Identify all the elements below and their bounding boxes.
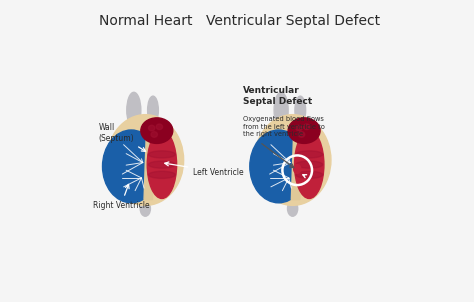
Text: Ventricular
Septal Defect: Ventricular Septal Defect [243, 86, 312, 107]
Ellipse shape [295, 96, 306, 124]
Polygon shape [144, 126, 155, 200]
Ellipse shape [148, 171, 175, 178]
Text: Right Ventricle: Right Ventricle [93, 185, 149, 210]
Text: Normal Heart: Normal Heart [99, 14, 192, 28]
Ellipse shape [296, 125, 302, 131]
Ellipse shape [140, 201, 150, 216]
Ellipse shape [288, 201, 298, 216]
Ellipse shape [141, 118, 173, 143]
Ellipse shape [288, 118, 320, 143]
Text: Ventricular Septal Defect: Ventricular Septal Defect [206, 14, 380, 28]
Ellipse shape [147, 96, 158, 124]
Ellipse shape [148, 151, 175, 158]
Ellipse shape [303, 124, 310, 130]
Polygon shape [292, 126, 302, 200]
Ellipse shape [296, 151, 323, 158]
Ellipse shape [294, 131, 324, 198]
Ellipse shape [250, 130, 307, 203]
Ellipse shape [127, 92, 141, 128]
Ellipse shape [102, 130, 160, 203]
Ellipse shape [156, 124, 163, 130]
Ellipse shape [296, 161, 323, 168]
Ellipse shape [147, 131, 177, 198]
Ellipse shape [151, 132, 157, 137]
Text: Oxygenated blood flows
from the left ventricle to
the right ventricle: Oxygenated blood flows from the left ven… [243, 117, 325, 137]
Ellipse shape [274, 92, 288, 128]
Ellipse shape [298, 132, 305, 137]
Ellipse shape [148, 161, 175, 168]
Ellipse shape [293, 165, 301, 173]
Ellipse shape [107, 115, 183, 205]
Ellipse shape [254, 115, 331, 205]
Text: Left Ventricle: Left Ventricle [165, 162, 244, 177]
Ellipse shape [148, 125, 155, 131]
Text: Wall
(Septum): Wall (Septum) [99, 123, 146, 151]
Ellipse shape [296, 171, 323, 178]
